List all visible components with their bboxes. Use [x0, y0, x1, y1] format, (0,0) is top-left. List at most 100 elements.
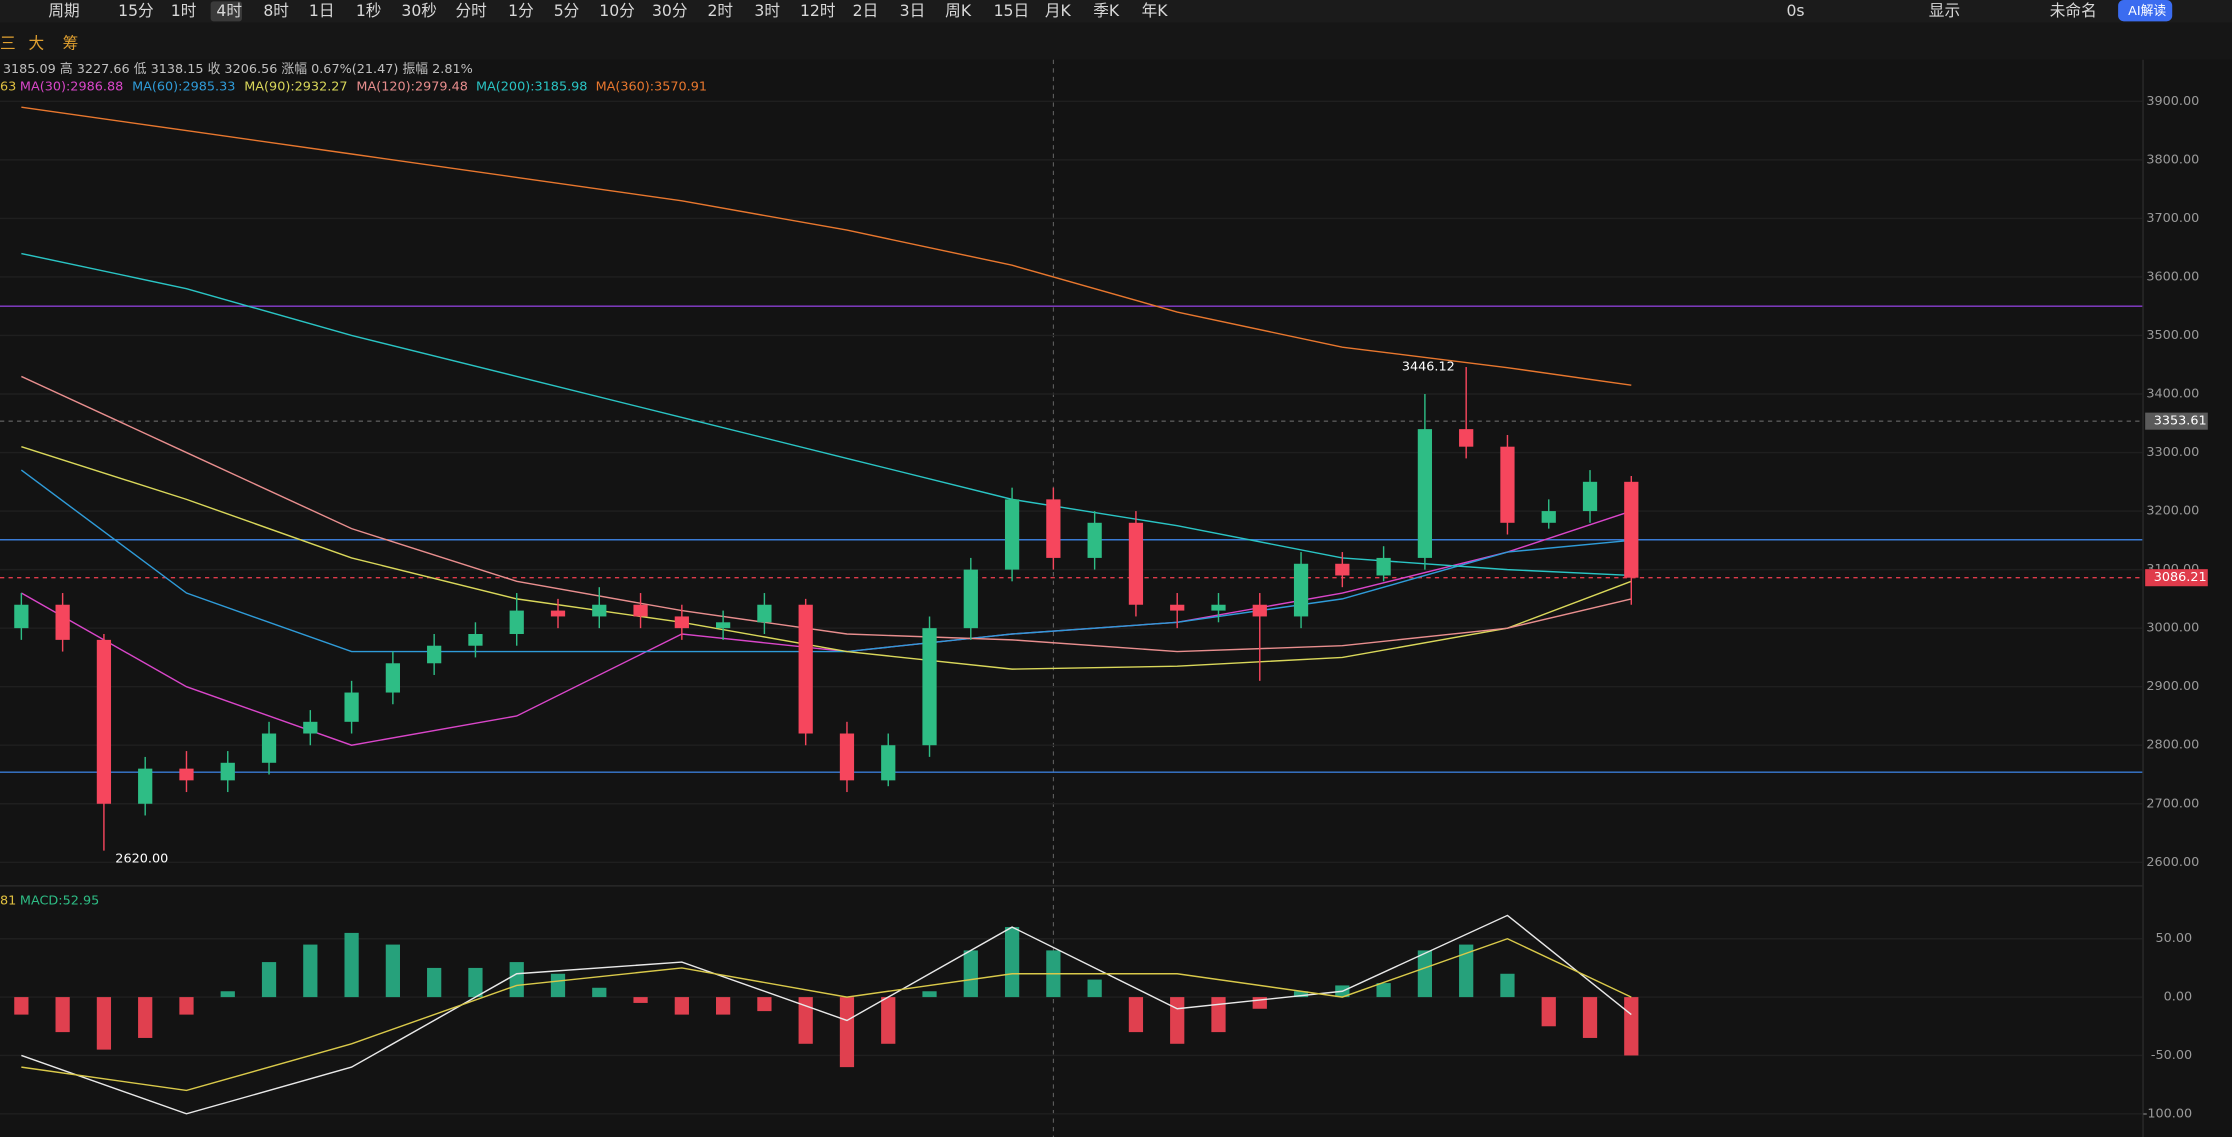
candle-body	[963, 569, 978, 629]
candle-body	[839, 733, 855, 781]
y-tick-label: 3000.00	[2146, 621, 2199, 636]
candle-body	[1459, 429, 1474, 447]
y-tick-label: 3200.00	[2146, 504, 2199, 519]
timeframe[interactable]: 4时	[216, 1, 242, 20]
macd-bar	[1500, 973, 1515, 998]
macd-legend: 81	[0, 893, 16, 908]
tool[interactable]: 筹	[63, 34, 79, 53]
y-tick-label: 3900.00	[2146, 94, 2199, 109]
candle-body	[798, 604, 813, 734]
candle-body	[509, 610, 524, 635]
ma-legend: MA(30):2986.88	[20, 79, 123, 94]
y-tick-label: 2700.00	[2146, 796, 2199, 811]
candle-body	[592, 604, 607, 617]
macd-bar	[1624, 997, 1639, 1056]
timeframe[interactable]: 月K	[1045, 1, 1072, 20]
candle-body	[1046, 499, 1061, 558]
timeframe[interactable]: 1分	[508, 1, 534, 20]
macd-bar	[509, 962, 524, 998]
timeframe[interactable]: 2时	[707, 1, 733, 20]
macd-bar	[1128, 997, 1144, 1033]
macd-bar	[55, 997, 70, 1033]
ma-line	[21, 446, 1632, 670]
ma-line	[21, 375, 1632, 653]
candle-body	[1541, 511, 1556, 523]
timeframe[interactable]: 1秒	[356, 1, 382, 20]
macd-bar	[839, 997, 855, 1068]
macd-line	[21, 937, 1632, 1092]
timeframe[interactable]: 30秒	[401, 1, 437, 20]
macd-line	[21, 914, 1632, 1115]
y-tick-label: 3400.00	[2146, 387, 2199, 402]
macd-bar	[427, 967, 442, 998]
macd-bar	[344, 932, 359, 998]
macd-bar	[592, 987, 607, 998]
timeframe[interactable]: 3时	[754, 1, 780, 20]
y-tick-label: 3300.00	[2146, 445, 2199, 460]
macd-bar	[1582, 997, 1598, 1038]
macd-bar	[798, 997, 813, 1044]
macd-bar	[1170, 997, 1185, 1044]
timeframe[interactable]: 1日	[309, 1, 335, 20]
period[interactable]: 周期	[48, 1, 79, 20]
macd-bar	[468, 967, 483, 998]
candle-body	[757, 604, 772, 623]
price-tag	[2145, 569, 2208, 587]
timeframe[interactable]: 2日	[853, 1, 879, 20]
top-right-item[interactable]: AI解读	[2128, 4, 2166, 19]
timeframe[interactable]: 1时	[171, 1, 197, 20]
candle-body	[220, 762, 235, 781]
macd-bar	[1417, 950, 1433, 998]
ma-legend: MA(90):2932.27	[244, 79, 347, 94]
timeframe[interactable]: 3日	[900, 1, 926, 20]
candle-body	[1211, 604, 1226, 611]
y-tick-label: 3800.00	[2146, 152, 2199, 167]
ai-button[interactable]	[2118, 0, 2173, 22]
y-tick-label: 0.00	[2164, 990, 2193, 1005]
candle-body	[14, 604, 29, 629]
timeframe[interactable]: 年K	[1142, 1, 1169, 20]
timeframe[interactable]: 15日	[994, 1, 1030, 20]
candle-body	[922, 628, 937, 746]
top-right-item[interactable]: 未命名	[2050, 1, 2097, 20]
pane-divider	[0, 885, 2143, 887]
top-right-item[interactable]: 0s	[1786, 1, 1804, 20]
macd-bar	[963, 950, 978, 998]
tool[interactable]: 大	[28, 34, 44, 53]
candle-body	[261, 733, 277, 763]
timeframe[interactable]: 5分	[554, 1, 580, 20]
tool-bar	[0, 22, 2232, 60]
top-right-item[interactable]: 显示	[1929, 1, 1960, 20]
timeframe[interactable]: 分时	[456, 1, 488, 20]
y-tick-label: 2800.00	[2146, 738, 2199, 753]
price-tag-label: 3086.21	[2154, 570, 2207, 585]
ma-legend: MA(200):3185.98	[476, 79, 587, 94]
macd-bar	[138, 997, 153, 1038]
timeframe[interactable]: 15分	[118, 1, 154, 20]
ma-legend: MA(360):3570.91	[596, 79, 707, 94]
macd-bar	[1004, 927, 1020, 998]
macd-bar	[757, 997, 772, 1012]
candle-body	[96, 639, 112, 804]
ma-line	[21, 106, 1632, 386]
macd-bar	[716, 997, 731, 1015]
timeframe[interactable]: 季K	[1093, 1, 1120, 20]
candle-body	[468, 634, 483, 646]
timeframe[interactable]: 12时	[800, 1, 836, 20]
candle-body	[716, 622, 731, 629]
y-tick-label: 50.00	[2155, 931, 2192, 946]
candle-body	[1582, 481, 1598, 512]
candle-body	[1004, 499, 1020, 570]
timeframe[interactable]: 周K	[945, 1, 972, 20]
candle-body	[1128, 522, 1144, 605]
candle-body	[179, 768, 194, 781]
timeframe[interactable]: 30分	[652, 1, 688, 20]
tool[interactable]: 三	[0, 34, 16, 53]
timeframe[interactable]: 10分	[599, 1, 635, 20]
macd-bar	[922, 991, 937, 998]
macd-bar	[179, 997, 194, 1015]
candle-body	[344, 692, 359, 722]
timeframe[interactable]: 8时	[263, 1, 289, 20]
macd-bar	[385, 944, 400, 998]
